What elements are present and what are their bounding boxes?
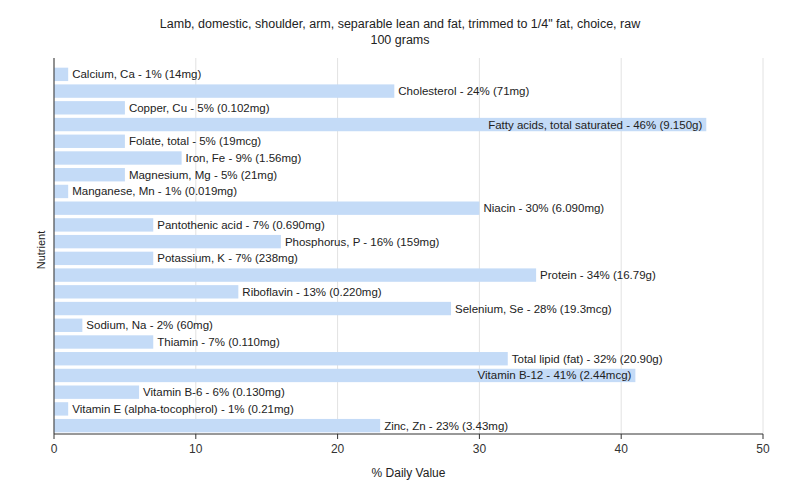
bar-labels: Calcium, Ca - 1% (14mg) Cholesterol - 24%…: [72, 68, 702, 431]
bar: [54, 151, 182, 164]
tick-mark: [54, 434, 55, 439]
category-label: Iron, Fe - 9% (1.56mg): [186, 152, 302, 164]
tick-mark: [479, 434, 480, 439]
tick-label: 50: [756, 442, 770, 456]
tick-label: 0: [51, 442, 58, 456]
category-label: Calcium, Ca - 1% (14mg): [72, 68, 201, 80]
plot-background: [54, 58, 763, 434]
category-label: Manganese, Mn - 1% (0.019mg): [72, 185, 237, 197]
chart: 0 10 20 30 40 50 Calcium, Ca - 1% (14mg) Choles…: [0, 0, 800, 500]
bar: [54, 118, 706, 131]
bar: [54, 252, 153, 265]
category-label: Potassium, K - 7% (238mg): [157, 252, 298, 264]
category-label: Cholesterol - 24% (71mg): [398, 85, 529, 97]
bar: [54, 135, 125, 148]
tick-label: 40: [615, 442, 629, 456]
bar: [54, 84, 394, 97]
tick-mark: [763, 434, 764, 439]
category-label: Fatty acids, total saturated - 46% (9.15…: [488, 119, 702, 131]
bar: [54, 168, 125, 181]
bars: [54, 68, 706, 433]
bar: [54, 352, 508, 365]
category-label: Vitamin E (alpha-tocopherol) - 1% (0.21m…: [72, 403, 294, 415]
x-axis-label: % Daily Value: [372, 466, 446, 480]
y-axis: [54, 58, 55, 434]
tick-mark: [621, 434, 622, 439]
bar: [54, 385, 139, 398]
category-label: Phosphorus, P - 16% (159mg): [285, 236, 440, 248]
bar: [54, 68, 68, 81]
category-label: Protein - 34% (16.79g): [540, 269, 656, 281]
category-label: Zinc, Zn - 23% (3.43mg): [384, 420, 508, 432]
category-label: Niacin - 30% (6.090mg): [483, 202, 604, 214]
tick-mark: [337, 434, 338, 439]
category-label: Riboflavin - 13% (0.220mg): [242, 286, 382, 298]
category-label: Folate, total - 5% (19mcg): [129, 135, 261, 147]
category-label: Magnesium, Mg - 5% (21mg): [129, 169, 277, 181]
tick-mark: [195, 434, 196, 439]
grid-line: [763, 58, 764, 434]
tick-label: 20: [331, 442, 345, 456]
bar: [54, 369, 635, 382]
category-label: Thiamin - 7% (0.110mg): [157, 336, 280, 348]
category-label: Sodium, Na - 2% (60mg): [86, 319, 213, 331]
category-label: Vitamin B-12 - 41% (2.44mcg): [478, 369, 632, 381]
category-label: Copper, Cu - 5% (0.102mg): [129, 102, 270, 114]
bar: [54, 218, 153, 231]
title: Lamb, domestic, shoulder, arm, separable…: [160, 17, 641, 31]
bar: [54, 319, 82, 332]
category-label: Total lipid (fat) - 32% (20.90g): [512, 353, 663, 365]
bar: [54, 402, 68, 415]
category-label: Vitamin B-6 - 6% (0.130mg): [143, 386, 285, 398]
bar: [54, 185, 68, 198]
grid-line: [54, 58, 55, 434]
category-label: Selenium, Se - 28% (19.3mcg): [455, 303, 612, 315]
bar: [54, 235, 281, 248]
bar: [54, 302, 451, 315]
subtitle: 100 grams: [370, 33, 429, 47]
bar: [54, 335, 153, 348]
bar: [54, 101, 125, 114]
bar: [54, 285, 238, 298]
bar: [54, 201, 479, 214]
bar: [54, 419, 380, 432]
bar: [54, 268, 536, 281]
tick-label: 10: [189, 442, 203, 456]
x-axis: [54, 434, 763, 435]
y-axis-label: Nutrient: [35, 231, 47, 270]
tick-label: 30: [473, 442, 487, 456]
category-label: Pantothenic acid - 7% (0.690mg): [157, 219, 325, 231]
